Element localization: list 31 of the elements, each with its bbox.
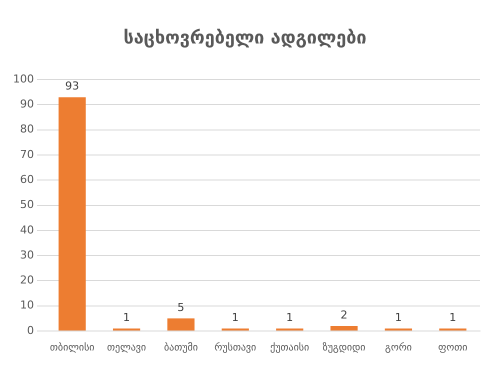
- x-tick-label: თბილისი: [50, 342, 94, 354]
- data-label: 1: [123, 310, 130, 324]
- y-tick-label: 20: [20, 274, 34, 287]
- data-label: 1: [286, 310, 294, 324]
- bar: [58, 97, 86, 330]
- x-tick-label: ფოთი: [438, 342, 468, 354]
- bar: [330, 326, 358, 330]
- data-label: 93: [65, 80, 80, 93]
- x-tick-label: ბათუმი: [164, 342, 198, 354]
- data-label: 1: [449, 310, 456, 324]
- x-tick-label: თელავი: [106, 342, 146, 354]
- data-label: 2: [340, 308, 348, 322]
- data-label: 5: [177, 300, 184, 314]
- y-tick-label: 40: [20, 223, 34, 236]
- y-tick-label: 70: [20, 148, 34, 161]
- x-tick-label: გორი: [385, 342, 412, 354]
- y-tick-label: 0: [26, 324, 34, 337]
- x-tick-label: რუსთავი: [214, 342, 256, 354]
- y-tick-label: 50: [20, 198, 34, 212]
- y-tick-label: 90: [20, 98, 34, 111]
- y-tick-label: 100: [12, 72, 34, 86]
- bar: [167, 318, 195, 330]
- y-tick-label: 80: [20, 122, 34, 136]
- data-label: 1: [394, 310, 402, 324]
- x-tick-label: ქუთაისი: [270, 342, 310, 354]
- y-tick-label: 30: [20, 248, 34, 262]
- x-tick-label: ზუგდიდი: [322, 342, 366, 354]
- y-tick-label: 60: [20, 173, 34, 186]
- data-label: 1: [232, 310, 239, 324]
- y-tick-label: 10: [20, 298, 34, 312]
- chart-title: საცხოვრებელი ადგილები: [123, 27, 367, 48]
